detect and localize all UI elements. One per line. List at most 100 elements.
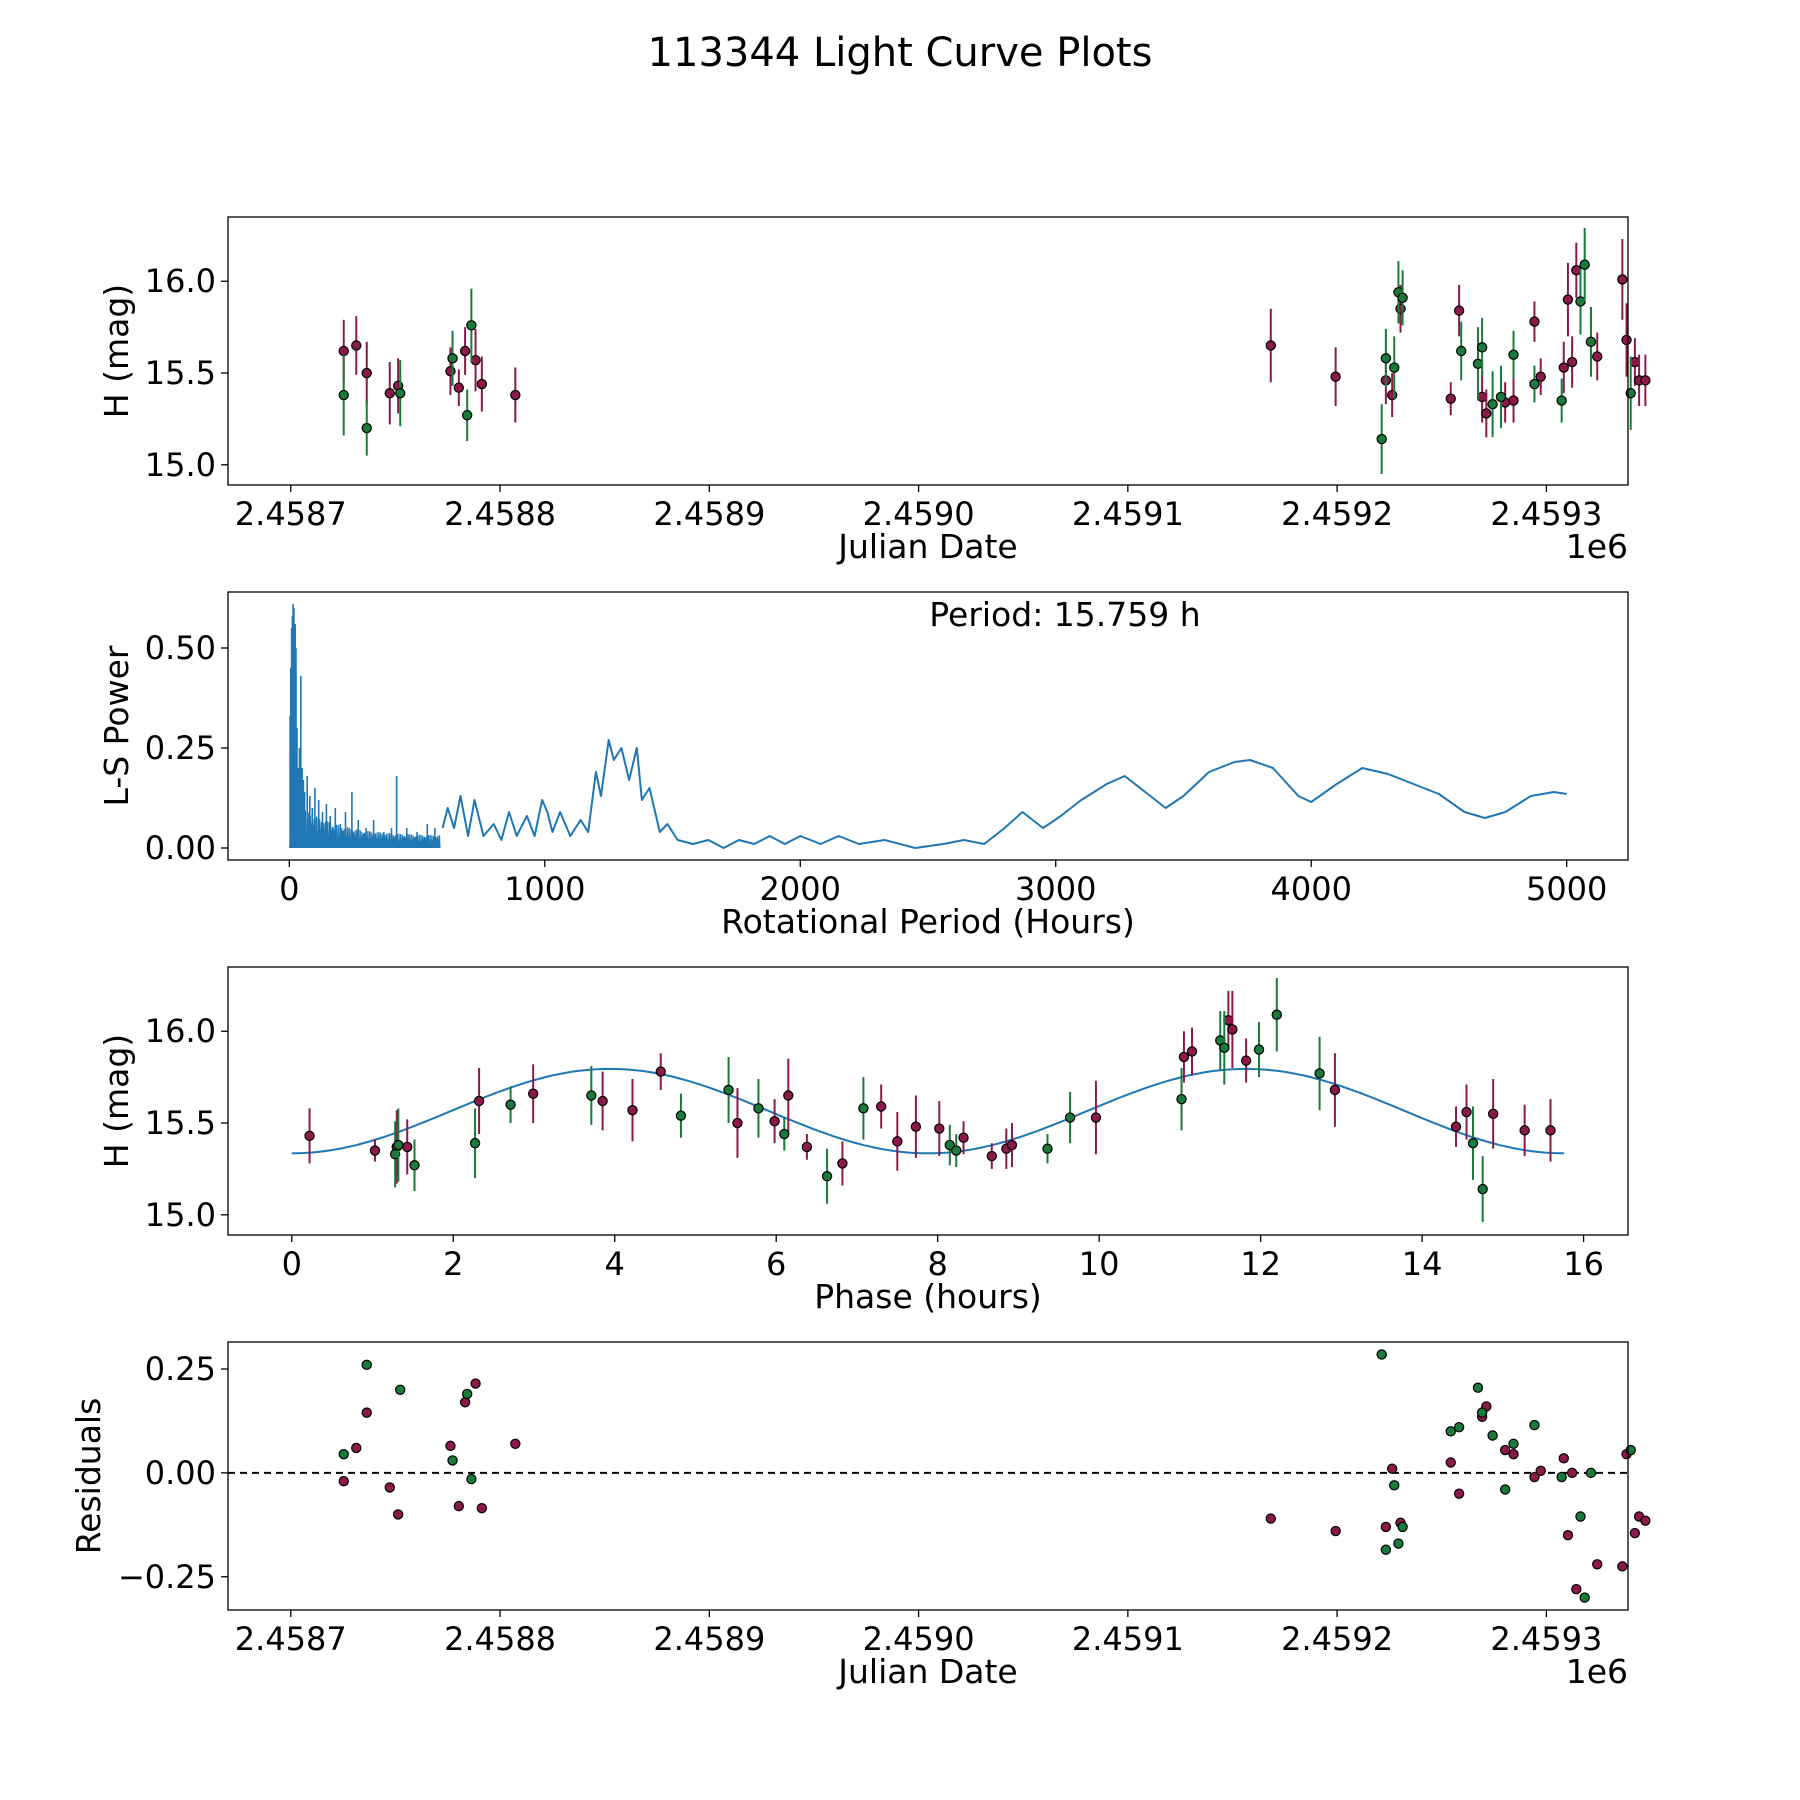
data-point [402, 1141, 413, 1153]
x-tick-label: 4 [605, 1245, 625, 1283]
data-point [1380, 1521, 1392, 1533]
data-point [1389, 1480, 1400, 1491]
y-tick-label: 0.00 [145, 829, 216, 867]
y-tick-label: 0.50 [145, 629, 216, 667]
data-point [1535, 371, 1546, 382]
data-point [1386, 1463, 1398, 1474]
x-axis-label: Julian Date [836, 1652, 1018, 1691]
x-tick-label: 2.4587 [235, 495, 347, 533]
data-point [1178, 1051, 1190, 1063]
data-point [1545, 1125, 1556, 1136]
y-tick-label: 16.0 [145, 1012, 216, 1050]
data-point [1271, 1009, 1282, 1020]
data-point [447, 353, 458, 364]
data-point [384, 1482, 395, 1493]
data-point [1529, 1471, 1540, 1483]
x-tick-label: 2.4592 [1281, 495, 1393, 533]
y-tick-label: 15.5 [145, 1104, 216, 1142]
data-point [1519, 1125, 1530, 1136]
data-point [1186, 1046, 1198, 1057]
data-point [1176, 1093, 1187, 1105]
data-point [1621, 334, 1632, 346]
data-point [476, 1503, 488, 1514]
y-tick-label: 15.5 [145, 354, 216, 392]
data-point [1386, 389, 1398, 401]
data-point [445, 1440, 456, 1452]
data-point [1329, 1084, 1341, 1096]
data-point [1450, 1121, 1462, 1132]
data-point [409, 1160, 420, 1171]
periodogram-spikes [289, 604, 436, 848]
x-tick-label: 2.4593 [1490, 1620, 1602, 1658]
data-point [461, 1388, 473, 1400]
data-point [1592, 1559, 1603, 1570]
plot-frame [227, 591, 1629, 861]
data-point [351, 340, 362, 351]
y-axis-label: H (mag) [97, 284, 136, 418]
data-point [1397, 1521, 1408, 1533]
data-point [1445, 1457, 1456, 1468]
data-point [369, 1145, 381, 1156]
data-point [361, 1407, 372, 1418]
data-point [1472, 1382, 1484, 1393]
data-point [1508, 395, 1519, 406]
plot-frame [227, 966, 1629, 1236]
x-offset-label: 1e6 [1566, 1652, 1628, 1691]
data-point [1461, 1106, 1472, 1118]
data-point [395, 388, 406, 399]
y-tick-label: 16.0 [145, 262, 216, 300]
fit-curve [291, 1067, 1565, 1155]
x-tick-label: 2.4590 [863, 1620, 975, 1658]
data-point [393, 1139, 404, 1151]
plot-frame [227, 216, 1629, 486]
data-point [1476, 342, 1488, 353]
data-point [469, 1138, 481, 1149]
figure-title: 113344 Light Curve Plots [648, 30, 1153, 76]
y-tick-label: 0.25 [145, 1350, 216, 1388]
x-axis-label: Julian Date [836, 527, 1018, 566]
x-tick-label: 2.4590 [863, 495, 975, 533]
data-point [1476, 1407, 1488, 1418]
data-point [1495, 391, 1507, 403]
x-tick-label: 2.4588 [444, 1620, 556, 1658]
data-point [459, 345, 471, 357]
data-point [466, 320, 477, 331]
data-point [958, 1132, 969, 1143]
data-point [1499, 1444, 1511, 1456]
data-point [1575, 1511, 1586, 1522]
data-point [338, 345, 349, 357]
data-point [473, 1095, 485, 1107]
data-point [1629, 1527, 1641, 1539]
data-point [1617, 274, 1628, 285]
data-point [1453, 1488, 1465, 1499]
data-point [510, 1438, 521, 1449]
data-point [1397, 292, 1408, 303]
data-point [1562, 1530, 1574, 1541]
data-point [1219, 1042, 1230, 1053]
data-point [1566, 356, 1578, 368]
data-point [1090, 1112, 1102, 1123]
data-point [753, 1103, 764, 1114]
x-tick-label: 10 [1079, 1245, 1120, 1283]
data-point [447, 1455, 458, 1466]
data-point [445, 365, 456, 377]
data-point [453, 382, 465, 393]
data-point [338, 389, 349, 401]
data-point [951, 1145, 962, 1156]
data-point [1585, 1467, 1597, 1479]
data-point [1556, 395, 1567, 406]
data-point [892, 1136, 903, 1147]
x-tick-label: 16 [1563, 1245, 1604, 1283]
data-point [466, 1473, 477, 1485]
data-point [1508, 1438, 1519, 1449]
x-tick-label: 2.4591 [1072, 495, 1184, 533]
data-point [1529, 1419, 1540, 1431]
period-annotation: Period: 15.759 h [929, 595, 1200, 634]
data-point [1579, 1592, 1590, 1603]
x-tick-label: 2 [443, 1245, 463, 1283]
x-tick-label: 2.4593 [1490, 495, 1602, 533]
residuals-panel: 2.4587 2.4588 2.4589 2.4590 2.4591 2.4592 2.45… [69, 1341, 1651, 1691]
y-tick-label: 0.00 [145, 1454, 216, 1492]
data-point [986, 1150, 997, 1162]
data-point [527, 1088, 539, 1099]
